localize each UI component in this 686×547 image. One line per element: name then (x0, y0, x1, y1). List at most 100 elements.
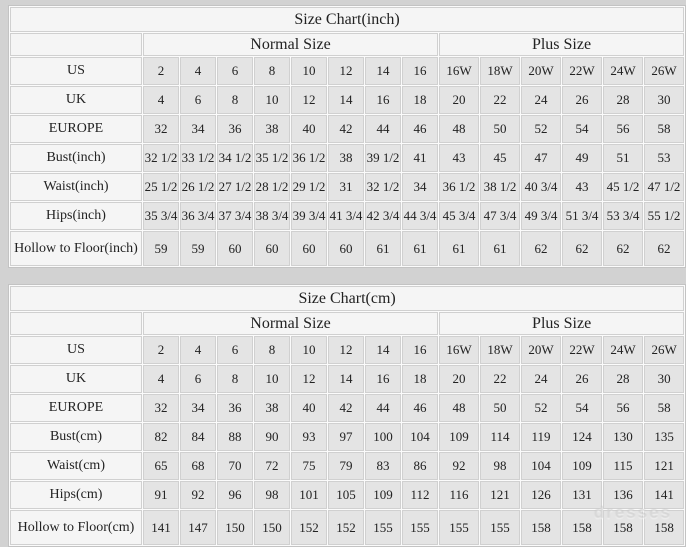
size-cell: 22 (480, 86, 520, 114)
size-cell: 50 (480, 394, 520, 422)
size-cell: 42 3/4 (365, 202, 401, 230)
size-cell: 14 (365, 57, 401, 85)
size-cell: 124 (562, 423, 602, 451)
row-label: Bust(cm) (10, 423, 142, 451)
size-cell: 30 (644, 86, 685, 114)
size-cell: 12 (291, 365, 327, 393)
size-cell: 26 (562, 86, 602, 114)
size-cell: 29 1/2 (291, 173, 327, 201)
size-cell: 60 (254, 231, 290, 266)
size-cell: 98 (480, 452, 520, 480)
size-cell: 16W (439, 57, 479, 85)
size-cell: 44 (365, 394, 401, 422)
size-cell: 115 (603, 452, 643, 480)
size-cell: 109 (562, 452, 602, 480)
size-cell: 14 (328, 365, 364, 393)
size-cell: 20 (439, 86, 479, 114)
size-cell: 150 (217, 510, 253, 545)
table-row: Hollow to Floor(inch) 59 59 60 60 60 60 61 61 61 6… (10, 231, 685, 266)
size-cell: 14 (328, 86, 364, 114)
size-cell: 54 (562, 394, 602, 422)
size-cell: 158 (521, 510, 561, 545)
size-cell: 56 (603, 394, 643, 422)
size-cell: 84 (180, 423, 216, 451)
size-cell: 4 (180, 336, 216, 364)
size-cell: 38 3/4 (254, 202, 290, 230)
size-cell: 4 (143, 86, 179, 114)
table-row: Waist(inch) 25 1/2 26 1/2 27 1/2 28 1/2 29 1/… (10, 173, 685, 201)
size-cell: 116 (439, 481, 479, 509)
size-cell: 38 (254, 394, 290, 422)
size-cell: 8 (217, 365, 253, 393)
plus-size-header: Plus Size (439, 312, 685, 335)
size-cell: 60 (291, 231, 327, 266)
size-cell: 104 (521, 452, 561, 480)
size-cell: 24 (521, 365, 561, 393)
size-cell: 152 (328, 510, 364, 545)
size-cell: 22W (562, 57, 602, 85)
table-row: EUROPE 32 34 36 38 40 42 44 46 48 50 52 54 56 58 (10, 394, 685, 422)
group-header-row: Normal Size Plus Size (10, 312, 685, 335)
size-cell: 39 3/4 (291, 202, 327, 230)
size-cell: 27 1/2 (217, 173, 253, 201)
size-cell: 32 (143, 394, 179, 422)
table-row: Bust(inch) 32 1/2 33 1/2 34 1/2 35 1/2 36 1/2… (10, 144, 685, 172)
size-cell: 131 (562, 481, 602, 509)
size-cell: 28 (603, 86, 643, 114)
size-cell: 112 (402, 481, 438, 509)
size-cell: 18 (402, 86, 438, 114)
size-cell: 83 (365, 452, 401, 480)
size-cell: 68 (180, 452, 216, 480)
size-cell: 155 (439, 510, 479, 545)
size-cell: 45 3/4 (439, 202, 479, 230)
size-cell: 79 (328, 452, 364, 480)
table-row: Hips(inch) 35 3/4 36 3/4 37 3/4 38 3/4 39 3/4… (10, 202, 685, 230)
size-chart-table-inch: Size Chart(inch) Normal Size Plus Size U… (8, 5, 686, 268)
size-cell: 36 3/4 (180, 202, 216, 230)
size-cell: 130 (603, 423, 643, 451)
size-cell: 92 (439, 452, 479, 480)
size-cell: 136 (603, 481, 643, 509)
size-cell: 16 (402, 57, 438, 85)
size-cell: 6 (217, 336, 253, 364)
size-cell: 4 (143, 365, 179, 393)
size-cell: 10 (254, 86, 290, 114)
size-cell: 14 (365, 336, 401, 364)
size-chart-table-cm: Size Chart(cm) Normal Size Plus Size US 2… (8, 284, 686, 547)
size-cell: 152 (291, 510, 327, 545)
size-cell: 10 (291, 336, 327, 364)
size-cell: 70 (217, 452, 253, 480)
size-cell: 18W (480, 336, 520, 364)
table-row: US 2 4 6 8 10 12 14 16 16W 18W 20W 22W 24W 26W (10, 336, 685, 364)
table-title: Size Chart(cm) (10, 286, 685, 311)
size-cell: 35 1/2 (254, 144, 290, 172)
size-cell: 38 (328, 144, 364, 172)
size-cell: 49 (562, 144, 602, 172)
normal-size-header: Normal Size (143, 312, 438, 335)
size-cell: 34 (180, 394, 216, 422)
size-cell: 58 (644, 115, 685, 143)
row-label: Bust(inch) (10, 144, 142, 172)
size-cell: 48 (439, 394, 479, 422)
table-row: UK 4 6 8 10 12 14 16 18 20 22 24 26 28 30 (10, 86, 685, 114)
size-cell: 96 (217, 481, 253, 509)
row-label: US (10, 57, 142, 85)
size-cell: 28 1/2 (254, 173, 290, 201)
row-label: EUROPE (10, 115, 142, 143)
normal-size-header: Normal Size (143, 33, 438, 56)
size-cell: 20 (439, 365, 479, 393)
size-cell: 93 (291, 423, 327, 451)
size-cell: 22W (562, 336, 602, 364)
size-cell: 158 (562, 510, 602, 545)
size-cell: 16 (365, 365, 401, 393)
size-cell: 10 (254, 365, 290, 393)
size-cell: 61 (439, 231, 479, 266)
table-row: Hollow to Floor(cm) 141 147 150 150 152 152 155… (10, 510, 685, 545)
size-cell: 72 (254, 452, 290, 480)
size-cell: 55 1/2 (644, 202, 685, 230)
size-cell: 38 (254, 115, 290, 143)
size-cell: 155 (480, 510, 520, 545)
size-cell: 62 (644, 231, 685, 266)
size-cell: 97 (328, 423, 364, 451)
size-cell: 16W (439, 336, 479, 364)
